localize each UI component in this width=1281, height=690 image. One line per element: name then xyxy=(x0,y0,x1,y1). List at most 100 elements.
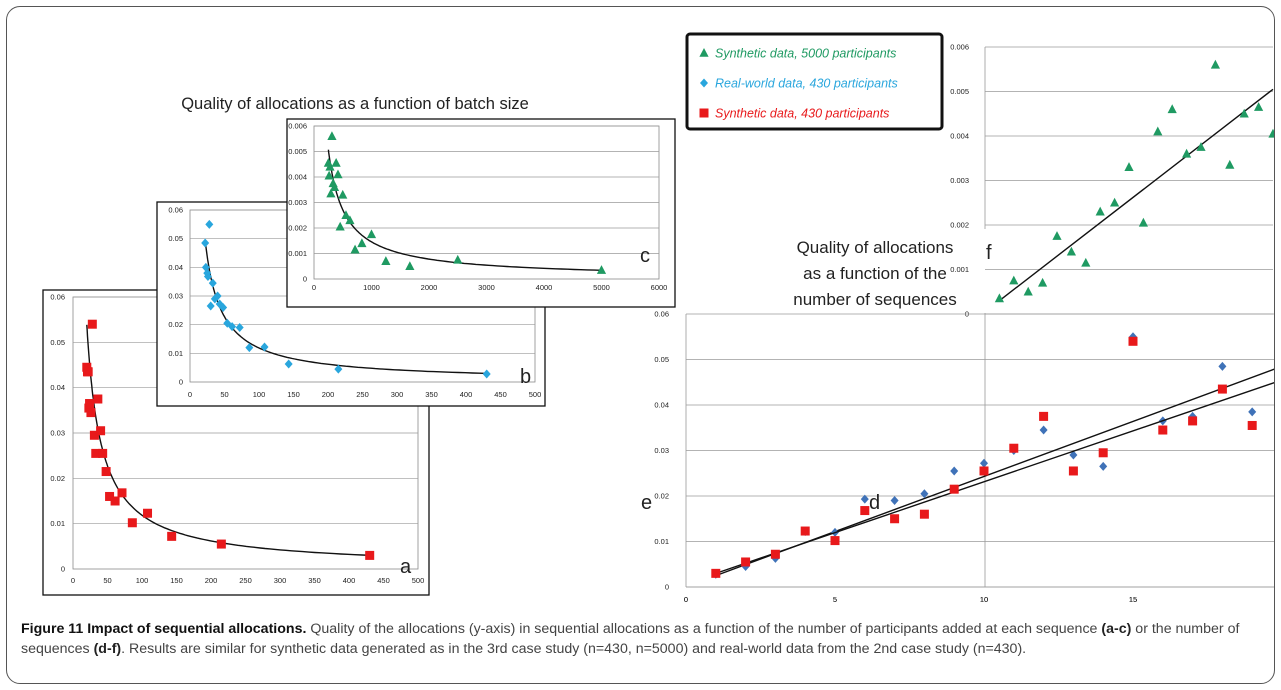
y-tick-label: 0.02 xyxy=(168,320,183,329)
y-tick-label: 0.03 xyxy=(50,429,65,438)
y-tick-label: 0.003 xyxy=(950,176,969,185)
x-tick-label: 6000 xyxy=(651,283,668,292)
data-point xyxy=(1039,425,1048,435)
x-tick-label: 150 xyxy=(287,390,300,399)
panel-label-f: f xyxy=(986,242,992,264)
legend: Synthetic data, 5000 participants Real-wo… xyxy=(685,32,944,131)
x-tick-label: 5 xyxy=(833,595,837,604)
data-point xyxy=(93,394,103,404)
data-point xyxy=(770,549,780,559)
y-tick-label: 0.001 xyxy=(288,249,307,258)
y-tick-label: 0.06 xyxy=(654,310,669,319)
x-tick-label: 100 xyxy=(136,576,149,585)
data-point xyxy=(1009,275,1019,285)
data-point xyxy=(284,359,293,369)
data-point xyxy=(830,536,840,546)
data-point xyxy=(1182,148,1192,158)
caption-text-1: Quality of the allocations (y-axis) in s… xyxy=(306,621,1102,637)
data-point xyxy=(201,238,210,248)
data-point xyxy=(334,364,343,374)
panel-label-a: a xyxy=(400,556,412,578)
sequences-title-line-3: number of sequences xyxy=(793,290,957,309)
trend-line xyxy=(204,240,487,375)
data-point xyxy=(235,323,244,333)
data-point xyxy=(101,467,111,477)
trend-line xyxy=(86,324,370,556)
data-point xyxy=(482,369,491,379)
x-tick-label: 0 xyxy=(71,576,75,585)
data-point xyxy=(203,272,212,282)
x-tick-label: 3000 xyxy=(478,283,495,292)
x-tick-label: 200 xyxy=(322,390,335,399)
figure-frame: Quality of allocations as a function of … xyxy=(6,6,1275,684)
data-point xyxy=(1153,126,1163,136)
y-tick-label: 0.004 xyxy=(950,132,969,141)
x-tick-label: 0 xyxy=(312,283,316,292)
data-point xyxy=(949,484,959,494)
data-point xyxy=(324,170,334,180)
y-tick-label: 0.02 xyxy=(50,474,65,483)
y-tick-label: 0.01 xyxy=(654,537,669,546)
caption-text-3: . Results are similar for synthetic data… xyxy=(121,641,1027,657)
figure-canvas: Quality of allocations as a function of … xyxy=(42,32,1274,604)
x-tick-label: 450 xyxy=(377,576,390,585)
x-tick-label: 150 xyxy=(170,576,183,585)
data-point xyxy=(213,291,222,301)
y-tick-label: 0.05 xyxy=(50,338,65,347)
data-point xyxy=(994,293,1004,303)
data-point xyxy=(1218,361,1227,371)
data-point xyxy=(979,466,989,476)
x-tick-label: 500 xyxy=(412,576,425,585)
data-point xyxy=(1110,197,1120,207)
data-point xyxy=(800,526,810,536)
data-point xyxy=(1247,420,1257,430)
data-point xyxy=(1196,142,1206,151)
legend-marker xyxy=(700,78,708,88)
y-tick-label: 0.002 xyxy=(288,224,307,233)
data-point xyxy=(405,261,415,271)
data-point xyxy=(1098,448,1108,458)
data-point xyxy=(329,182,340,191)
data-point xyxy=(1069,450,1078,460)
caption-bold-1: (a-c) xyxy=(1101,621,1132,637)
batch-size-title: Quality of allocations as a function of … xyxy=(181,95,529,113)
x-tick-label: 350 xyxy=(308,576,321,585)
data-point xyxy=(98,448,108,458)
data-point xyxy=(331,157,341,167)
data-point xyxy=(366,229,377,239)
y-tick-label: 0.006 xyxy=(950,43,969,52)
y-tick-label: 0.02 xyxy=(654,492,669,501)
legend-marker xyxy=(699,48,709,57)
y-tick-label: 0.006 xyxy=(288,122,307,131)
x-tick-label: 100 xyxy=(253,390,266,399)
y-tick-label: 0.01 xyxy=(168,349,183,358)
data-point xyxy=(919,509,929,519)
y-tick-label: 0.03 xyxy=(654,446,669,455)
data-point xyxy=(1009,443,1019,453)
data-point xyxy=(96,426,106,436)
legend-marker xyxy=(699,108,709,118)
panel-d: 05101520d xyxy=(684,336,1274,604)
data-point xyxy=(326,188,336,198)
data-point xyxy=(1081,257,1091,267)
data-point xyxy=(345,215,355,225)
y-tick-label: 0.005 xyxy=(288,147,307,156)
data-point xyxy=(596,265,607,274)
data-point xyxy=(327,131,337,140)
data-point xyxy=(205,219,214,229)
y-tick-label: 0 xyxy=(303,275,307,284)
data-point xyxy=(1158,425,1168,435)
data-point xyxy=(86,408,96,418)
data-point xyxy=(1167,104,1177,114)
data-point xyxy=(890,514,900,524)
x-tick-label: 5000 xyxy=(593,283,610,292)
panel-label-b: b xyxy=(520,366,531,388)
data-point xyxy=(860,494,869,504)
y-tick-label: 0.05 xyxy=(168,234,183,243)
data-point xyxy=(1039,411,1049,421)
data-point xyxy=(110,496,120,506)
data-point xyxy=(117,488,127,498)
trend-line xyxy=(327,149,602,271)
legend-label: Synthetic data, 5000 participants xyxy=(715,47,896,61)
x-tick-label: 0 xyxy=(188,390,192,399)
